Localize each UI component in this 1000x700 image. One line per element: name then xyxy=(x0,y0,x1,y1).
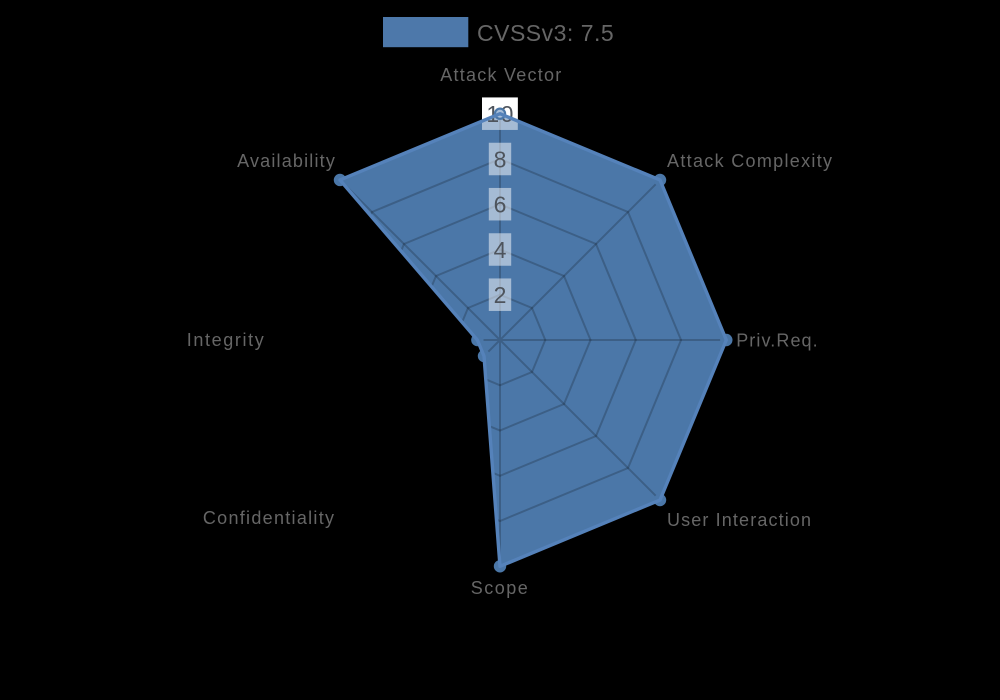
svg-text:8: 8 xyxy=(494,146,507,172)
svg-text:User Interaction: User Interaction xyxy=(667,510,812,530)
svg-text:Attack Vector: Attack Vector xyxy=(440,65,562,85)
svg-text:Availability: Availability xyxy=(237,151,336,171)
svg-text:2: 2 xyxy=(494,282,507,308)
svg-text:4: 4 xyxy=(494,237,507,263)
svg-text:6: 6 xyxy=(494,192,507,218)
svg-text:Priv.Req.: Priv.Req. xyxy=(736,331,819,351)
svg-text:CVSSv3: 7.5: CVSSv3: 7.5 xyxy=(477,20,614,46)
svg-text:Integrity: Integrity xyxy=(187,330,266,350)
svg-text:Attack Complexity: Attack Complexity xyxy=(667,151,833,171)
svg-text:Scope: Scope xyxy=(471,578,530,598)
svg-text:Confidentiality: Confidentiality xyxy=(203,508,335,528)
